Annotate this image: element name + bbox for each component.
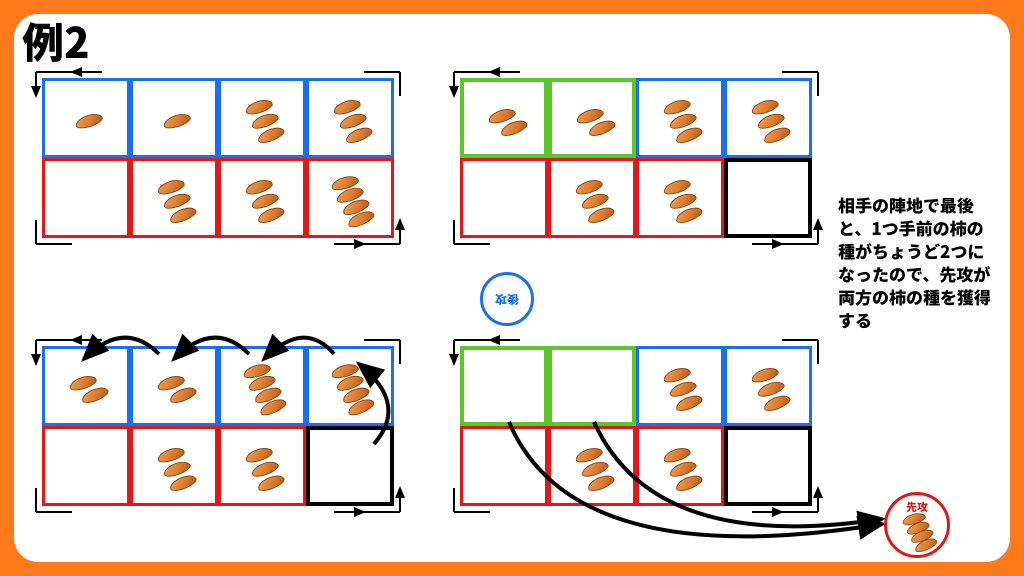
cell — [218, 346, 306, 426]
capture-badge-seeds — [887, 495, 947, 555]
cell — [306, 346, 394, 426]
cell — [42, 158, 130, 238]
cell — [460, 78, 548, 158]
cell — [548, 158, 636, 238]
cell — [306, 78, 394, 158]
cell — [130, 426, 218, 506]
cell — [130, 158, 218, 238]
seed-icon — [74, 111, 104, 131]
board-b4 — [460, 346, 812, 506]
board-b3 — [42, 346, 394, 506]
cell — [724, 78, 812, 158]
cell — [724, 426, 812, 506]
center-badge-gokou: 後攻 — [480, 272, 534, 326]
center-badge-label: 後攻 — [495, 291, 519, 308]
cell — [636, 346, 724, 426]
cell — [548, 78, 636, 158]
seed-icon — [162, 111, 192, 131]
board-b2 — [460, 78, 812, 238]
cell — [42, 346, 130, 426]
cell — [548, 426, 636, 506]
cell — [636, 78, 724, 158]
cell — [218, 78, 306, 158]
cell — [42, 426, 130, 506]
cell — [548, 346, 636, 426]
cell — [636, 158, 724, 238]
explanation-text: 相手の陣地で最後と、1つ手前の柿の種がちょうど2つになったので、先攻が両方の柿の… — [838, 194, 998, 332]
capture-badge-senkou: 先攻 — [884, 492, 950, 558]
cell — [460, 346, 548, 426]
cell — [130, 346, 218, 426]
cell — [460, 426, 548, 506]
cell — [130, 78, 218, 158]
cell — [724, 346, 812, 426]
cell — [636, 426, 724, 506]
board-b1 — [42, 78, 394, 238]
cell — [306, 158, 394, 238]
cell — [306, 426, 394, 506]
page-title: 例2 — [22, 14, 90, 71]
cell — [724, 158, 812, 238]
cell — [218, 158, 306, 238]
cell — [460, 158, 548, 238]
cell — [42, 78, 130, 158]
main-panel: 例2 後攻 先攻 相手の陣地で最後と、1つ手前の柿の種がちょうど2つになったので… — [14, 14, 1010, 562]
cell — [218, 426, 306, 506]
